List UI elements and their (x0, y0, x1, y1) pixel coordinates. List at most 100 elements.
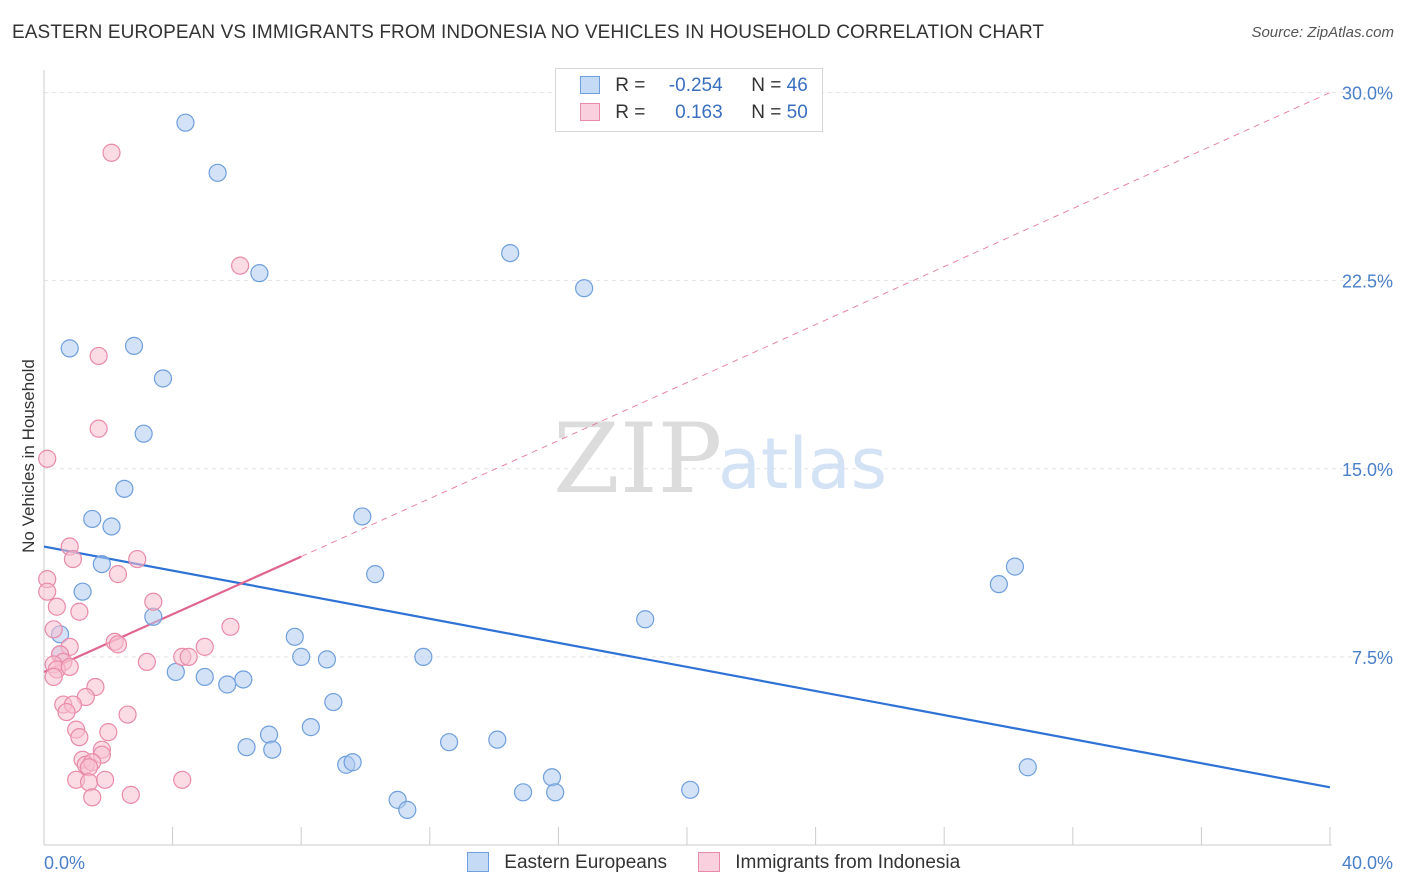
point-indonesia (99, 723, 118, 742)
point-eastern-european (398, 800, 417, 819)
legend-swatch-pink (698, 852, 720, 872)
point-indonesia (79, 773, 99, 792)
point-eastern-european (324, 692, 343, 712)
point-indonesia (195, 637, 214, 656)
point-eastern-european (102, 517, 121, 536)
trend-line-eastern-europeans (43, 545, 1331, 789)
point-indonesia (44, 667, 63, 687)
legend-label: Eastern Europeans (504, 852, 667, 873)
source-label: Source: ZipAtlas.com (1251, 24, 1394, 41)
point-eastern-european (195, 667, 214, 687)
point-indonesia (108, 635, 128, 654)
point-eastern-european (575, 279, 594, 298)
point-eastern-european (234, 670, 253, 689)
point-indonesia (221, 617, 240, 636)
trend-line-indonesia (43, 555, 302, 673)
point-eastern-european (317, 650, 337, 669)
point-eastern-european (134, 424, 153, 443)
point-eastern-european (92, 554, 111, 574)
point-indonesia (173, 770, 192, 789)
point-eastern-european (488, 730, 507, 749)
point-eastern-european (681, 780, 700, 799)
point-eastern-european (366, 565, 385, 584)
point-eastern-european (166, 662, 185, 682)
point-indonesia (144, 592, 163, 611)
point-eastern-european (237, 738, 256, 757)
point-indonesia (63, 549, 83, 569)
y-tick-label: 7.5% (1352, 648, 1393, 668)
point-indonesia (179, 647, 198, 666)
point-eastern-european (989, 575, 1008, 594)
legend-row-eastern-europeans: R = -0.254 N = 46 (580, 75, 808, 101)
bottom-legend-indonesia: Immigrants from Indonesia (698, 852, 960, 874)
legend-n-value: 46 (786, 75, 808, 96)
point-eastern-european (250, 264, 269, 283)
legend-n-value: 50 (786, 102, 808, 123)
grid (44, 92, 1392, 658)
point-eastern-european (636, 610, 655, 629)
point-eastern-european (501, 243, 520, 263)
point-eastern-european (353, 507, 372, 526)
point-eastern-european (176, 113, 195, 132)
x-tick-label: 0.0% (44, 853, 85, 873)
point-eastern-european (1018, 758, 1037, 777)
trend-line-indonesia-extension (300, 92, 1331, 558)
legend-r-value: 0.163 (675, 102, 723, 123)
point-eastern-european (153, 369, 173, 388)
point-eastern-european (115, 479, 134, 498)
y-tick-label: 15.0% (1342, 460, 1393, 480)
x-tick-label: 40.0% (1342, 853, 1393, 873)
point-indonesia (89, 419, 108, 438)
point-indonesia (70, 602, 89, 621)
trend-lines (43, 92, 1331, 789)
stats-legend: R = -0.254 N = 46 R = 0.163 N = 50 (555, 68, 823, 132)
legend-n-label: N = (751, 102, 782, 123)
point-indonesia (121, 785, 140, 804)
point-eastern-european (414, 647, 433, 666)
point-eastern-european (60, 339, 79, 358)
point-eastern-european (542, 768, 562, 787)
point-eastern-european (208, 163, 227, 182)
tick-labels: 7.5% 15.0% 22.5% 30.0% 0.0% 40.0% (44, 84, 1393, 873)
point-eastern-european (73, 582, 92, 601)
legend-row-indonesia: R = 0.163 N = 50 (580, 102, 808, 128)
point-indonesia (89, 346, 108, 366)
watermark-atlas: atlas (718, 423, 887, 505)
watermark-zip: ZIP (553, 403, 722, 515)
point-indonesia (137, 652, 156, 672)
point-eastern-european (301, 718, 320, 737)
legend-swatch-blue (467, 852, 489, 872)
data-points (38, 113, 1037, 819)
legend-n-label: N = (751, 75, 782, 96)
point-eastern-european (83, 509, 102, 529)
point-eastern-european (1005, 557, 1025, 576)
point-eastern-european (218, 675, 237, 694)
point-eastern-european (546, 783, 565, 802)
point-eastern-european (292, 647, 311, 666)
point-eastern-european (124, 336, 144, 355)
y-tick-label: 30.0% (1342, 84, 1393, 104)
chart-title: EASTERN EUROPEAN VS IMMIGRANTS FROM INDO… (12, 22, 1045, 43)
point-indonesia (128, 549, 147, 569)
legend-r-label: R = (615, 75, 646, 96)
point-eastern-european (439, 733, 459, 752)
point-indonesia (70, 728, 89, 747)
point-indonesia (118, 705, 137, 724)
watermark: ZIP atlas (553, 403, 887, 515)
point-indonesia (44, 620, 63, 639)
y-tick-label: 22.5% (1342, 272, 1393, 292)
point-eastern-european (263, 740, 282, 759)
point-eastern-european (513, 783, 533, 802)
point-eastern-european (259, 725, 279, 744)
point-eastern-european (343, 753, 362, 772)
point-indonesia (108, 565, 128, 584)
point-indonesia (38, 582, 57, 601)
point-indonesia (38, 449, 57, 468)
legend-r-label: R = (615, 102, 646, 123)
legend-swatch-pink (580, 103, 600, 121)
point-indonesia (57, 702, 76, 722)
point-indonesia (102, 143, 121, 162)
legend-swatch-blue (580, 76, 600, 94)
point-indonesia (60, 657, 79, 677)
